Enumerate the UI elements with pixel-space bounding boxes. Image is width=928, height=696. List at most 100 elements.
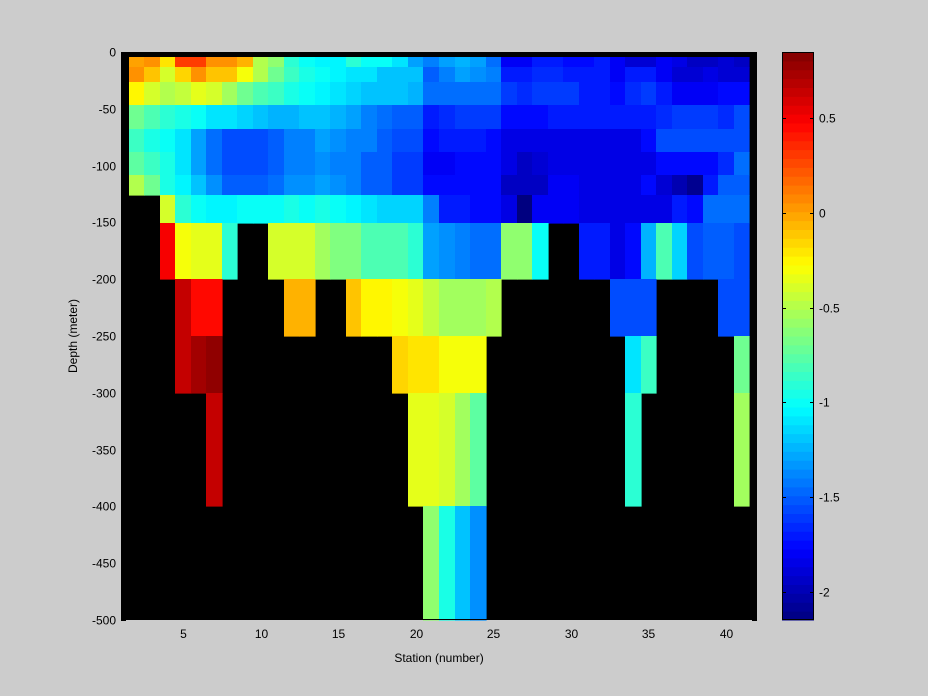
heatmap-cell [656, 152, 673, 176]
heatmap-cell [625, 336, 642, 394]
heatmap-cell [346, 175, 362, 196]
heatmap-cell [206, 129, 223, 153]
heatmap-cell [687, 175, 704, 196]
heatmap-cell [144, 129, 161, 153]
heatmap-cell [175, 175, 192, 196]
colorbar-tick-label: -1 [819, 396, 830, 410]
heatmap-cell [377, 279, 393, 337]
heatmap-cell [439, 223, 456, 280]
heatmap-cell [734, 336, 750, 394]
heatmap-cell [191, 129, 207, 153]
heatmap-cell [563, 82, 580, 106]
heatmap-cell [672, 57, 688, 68]
heatmap-cell [423, 175, 440, 196]
heatmap-cell [470, 57, 487, 68]
heatmap-cell [330, 67, 347, 83]
heatmap-cell [641, 57, 657, 68]
heatmap-cell [191, 175, 207, 196]
heatmap-cell [455, 223, 471, 280]
heatmap-cell [734, 67, 750, 83]
colorbar-band [782, 540, 814, 550]
heatmap-cell [423, 57, 440, 68]
heatmap-cell [501, 67, 518, 83]
heatmap-cell [672, 223, 688, 280]
heatmap-cell [160, 129, 176, 153]
heatmap-cell [594, 57, 611, 68]
heatmap-cell [532, 129, 549, 153]
heatmap-cell [253, 129, 269, 153]
heatmap-cell [253, 82, 269, 106]
colorbar-band [782, 229, 814, 239]
colorbar-band [782, 433, 814, 443]
heatmap-cell [222, 67, 238, 83]
colorbar-band [782, 149, 814, 159]
heatmap-cell [284, 129, 300, 153]
y-tick-label: -150 [92, 216, 116, 230]
heatmap-cells [129, 57, 750, 621]
x-tick-label: 25 [487, 627, 501, 641]
heatmap-cell [268, 223, 285, 280]
heatmap-cell [206, 57, 223, 68]
colorbar-frame [782, 52, 814, 620]
heatmap-cell [718, 82, 735, 106]
heatmap-cell [160, 67, 176, 83]
heatmap-cell [284, 223, 300, 280]
colorbar-band [782, 478, 814, 488]
heatmap-cell [486, 152, 502, 176]
heatmap-cell [656, 223, 673, 280]
heatmap-cell [455, 336, 471, 394]
heatmap-cell [718, 129, 735, 153]
colorbar-band [782, 52, 814, 62]
heatmap-cell [703, 67, 719, 83]
heatmap-cell [408, 195, 424, 224]
heatmap-cell [175, 82, 192, 106]
heatmap-cell [517, 175, 533, 196]
heatmap-cell [687, 105, 704, 130]
heatmap-cell [315, 129, 331, 153]
colorbar-band [782, 327, 814, 337]
heatmap-cell [330, 152, 347, 176]
heatmap-cell [439, 279, 456, 337]
heatmap-cell [377, 195, 393, 224]
heatmap-cell [734, 223, 750, 280]
heatmap-cell [330, 82, 347, 106]
heatmap-cell [470, 336, 487, 394]
heatmap-cell [408, 393, 424, 507]
heatmap-cell [641, 279, 657, 337]
heatmap-cell [501, 175, 518, 196]
heatmap-cell [346, 129, 362, 153]
colorbar-tick-label: 0.5 [819, 112, 836, 126]
heatmap-cell [672, 195, 688, 224]
heatmap-cell [718, 105, 735, 130]
heatmap-cell [501, 152, 518, 176]
heatmap-cell [594, 105, 611, 130]
heatmap-cell [237, 195, 254, 224]
colorbar-band [782, 96, 814, 106]
colorbar-band [782, 451, 814, 461]
colorbar-band [782, 522, 814, 532]
y-tick-label: -500 [92, 614, 116, 628]
heatmap-cell [392, 67, 409, 83]
heatmap-cell [718, 195, 735, 224]
heatmap-cell [144, 105, 161, 130]
heatmap-cell [299, 105, 316, 130]
colorbar-band [782, 469, 814, 479]
colorbar-band [782, 256, 814, 266]
heatmap-cell [734, 82, 750, 106]
heatmap-cell [641, 105, 657, 130]
heatmap-cell [455, 175, 471, 196]
colorbar-band [782, 105, 814, 115]
colorbar-band [782, 415, 814, 426]
heatmap-cell [315, 105, 331, 130]
colorbar-band [782, 78, 814, 88]
colorbar-band [782, 247, 814, 257]
heatmap-cell [392, 57, 409, 68]
heatmap-cell [346, 223, 362, 280]
heatmap-cell [361, 67, 378, 83]
colorbar-band [782, 123, 814, 133]
heatmap-cell [687, 195, 704, 224]
heatmap-cell [237, 82, 254, 106]
heatmap-cell [734, 279, 750, 337]
heatmap-cell [610, 105, 626, 130]
heatmap-cell [532, 105, 549, 130]
